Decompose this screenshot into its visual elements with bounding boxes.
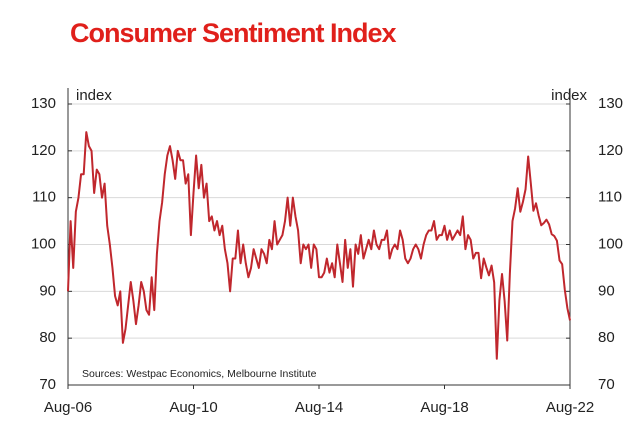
- x-tick-label: Aug-18: [420, 399, 468, 416]
- y-tick-label: 70: [39, 376, 56, 393]
- y-axis-label: index: [76, 87, 112, 104]
- y-tick-label: 100: [31, 235, 56, 252]
- y2-tick-label: 110: [598, 189, 622, 206]
- data-line: [67, 131, 571, 360]
- chart-title: Consumer Sentiment Index: [70, 18, 397, 48]
- x-tick-label: Aug-14: [295, 399, 343, 416]
- y2-tick-label: 120: [598, 142, 623, 159]
- y-tick-label: 130: [31, 95, 56, 112]
- source-note: Sources: Westpac Economics, Melbourne In…: [82, 368, 317, 380]
- y2-tick-label: 100: [598, 235, 623, 252]
- y2-tick-label: 70: [598, 376, 615, 393]
- y-tick-label: 80: [39, 329, 56, 346]
- y-tick-label: 120: [31, 142, 56, 159]
- y2-tick-label: 90: [598, 282, 615, 299]
- y-tick-label: 90: [39, 282, 56, 299]
- y-tick-label: 110: [32, 189, 56, 206]
- y2-tick-label: 130: [598, 95, 623, 112]
- x-tick-label: Aug-06: [44, 399, 92, 416]
- y2-axis-label: index: [551, 87, 587, 104]
- y2-tick-label: 80: [598, 329, 615, 346]
- x-tick-label: Aug-10: [169, 399, 217, 416]
- x-tick-label: Aug-22: [546, 399, 594, 416]
